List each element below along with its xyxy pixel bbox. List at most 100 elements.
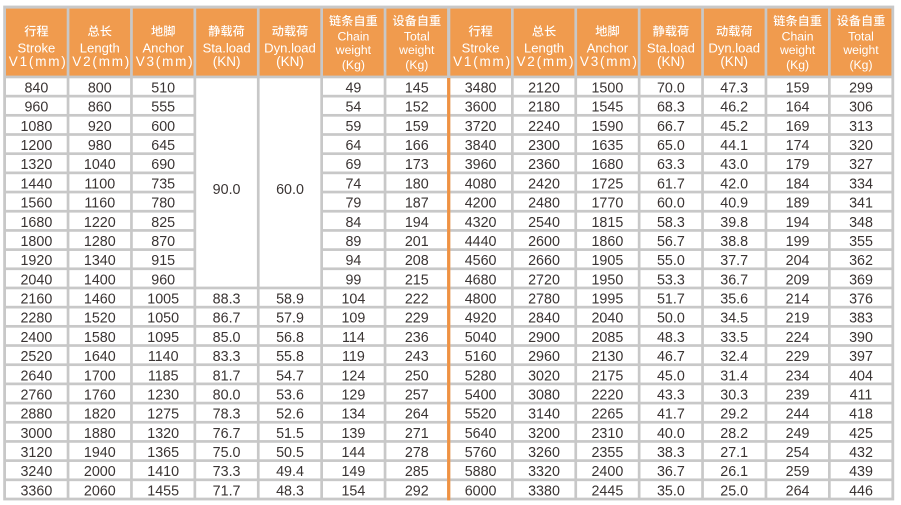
svg-text:(Kg): (Kg): [405, 58, 428, 72]
svg-text:259: 259: [786, 464, 810, 480]
svg-text:42.0: 42.0: [720, 176, 748, 192]
svg-text:5760: 5760: [465, 445, 497, 461]
svg-text:(KN): (KN): [657, 54, 685, 69]
svg-text:418: 418: [849, 407, 873, 423]
svg-text:3360: 3360: [20, 483, 52, 499]
svg-text:3140: 3140: [528, 407, 560, 423]
svg-text:2960: 2960: [528, 349, 560, 365]
svg-text:4440: 4440: [465, 234, 497, 250]
svg-text:4920: 4920: [465, 311, 497, 327]
svg-text:26.1: 26.1: [720, 464, 748, 480]
svg-text:189: 189: [786, 196, 810, 212]
svg-text:63.3: 63.3: [657, 157, 685, 173]
svg-text:weight: weight: [398, 43, 435, 57]
svg-text:870: 870: [151, 234, 175, 250]
svg-text:1275: 1275: [147, 407, 179, 423]
svg-text:25.0: 25.0: [720, 483, 748, 499]
svg-text:29.2: 29.2: [720, 407, 748, 423]
svg-text:36.7: 36.7: [720, 272, 748, 288]
svg-text:154: 154: [341, 483, 365, 499]
svg-text:V3(mm): V3(mm): [580, 54, 639, 69]
svg-text:152: 152: [405, 100, 429, 116]
svg-text:3380: 3380: [528, 483, 560, 499]
svg-text:2355: 2355: [591, 445, 623, 461]
svg-text:weight: weight: [842, 43, 879, 57]
svg-text:159: 159: [786, 81, 810, 97]
svg-text:1905: 1905: [591, 253, 623, 269]
svg-text:2130: 2130: [591, 349, 623, 365]
svg-text:V3(mm): V3(mm): [136, 54, 195, 69]
svg-text:306: 306: [849, 100, 873, 116]
svg-text:1820: 1820: [84, 407, 116, 423]
svg-text:90.0: 90.0: [213, 182, 241, 198]
svg-text:348: 348: [849, 215, 873, 231]
svg-text:159: 159: [405, 119, 429, 135]
svg-text:1400: 1400: [84, 272, 116, 288]
svg-text:53.3: 53.3: [657, 272, 685, 288]
svg-text:144: 144: [341, 445, 365, 461]
svg-text:2000: 2000: [84, 464, 116, 480]
svg-text:43.0: 43.0: [720, 157, 748, 173]
svg-text:1800: 1800: [20, 234, 52, 250]
svg-text:39.8: 39.8: [720, 215, 748, 231]
svg-text:52.6: 52.6: [276, 407, 304, 423]
svg-text:1700: 1700: [84, 368, 116, 384]
svg-text:75.0: 75.0: [213, 445, 241, 461]
svg-text:Stroke: Stroke: [17, 41, 55, 56]
svg-text:(Kg): (Kg): [342, 58, 365, 72]
svg-text:2900: 2900: [528, 330, 560, 346]
svg-text:(KN): (KN): [720, 54, 748, 69]
svg-text:48.3: 48.3: [657, 330, 685, 346]
svg-text:292: 292: [405, 483, 429, 499]
svg-text:187: 187: [405, 196, 429, 212]
svg-text:250: 250: [405, 368, 429, 384]
svg-text:2640: 2640: [20, 368, 52, 384]
svg-text:43.3: 43.3: [657, 387, 685, 403]
svg-text:V1(mm): V1(mm): [9, 54, 68, 69]
svg-text:1460: 1460: [84, 292, 116, 308]
svg-text:60.0: 60.0: [276, 182, 304, 198]
svg-text:3960: 3960: [465, 157, 497, 173]
svg-text:4680: 4680: [465, 272, 497, 288]
svg-text:45.0: 45.0: [657, 368, 685, 384]
svg-text:369: 369: [849, 272, 873, 288]
svg-text:104: 104: [341, 292, 365, 308]
svg-text:68.3: 68.3: [657, 100, 685, 116]
svg-text:1770: 1770: [591, 196, 623, 212]
svg-text:1560: 1560: [20, 196, 52, 212]
svg-text:58.9: 58.9: [276, 292, 304, 308]
svg-text:920: 920: [88, 119, 112, 135]
svg-text:149: 149: [341, 464, 365, 480]
svg-text:271: 271: [405, 426, 429, 442]
svg-text:555: 555: [151, 100, 175, 116]
svg-text:254: 254: [786, 445, 810, 461]
svg-text:915: 915: [151, 253, 175, 269]
svg-text:2420: 2420: [528, 176, 560, 192]
svg-text:49.4: 49.4: [276, 464, 304, 480]
svg-text:2600: 2600: [528, 234, 560, 250]
svg-text:5520: 5520: [465, 407, 497, 423]
svg-text:88.3: 88.3: [213, 292, 241, 308]
svg-text:825: 825: [151, 215, 175, 231]
svg-text:45.2: 45.2: [720, 119, 748, 135]
svg-text:1185: 1185: [148, 368, 179, 384]
svg-text:129: 129: [341, 387, 365, 403]
svg-text:397: 397: [849, 349, 873, 365]
svg-text:2265: 2265: [591, 407, 623, 423]
svg-text:2040: 2040: [20, 272, 52, 288]
svg-text:800: 800: [88, 81, 112, 97]
svg-text:1580: 1580: [84, 330, 116, 346]
svg-text:257: 257: [405, 387, 429, 403]
svg-text:78.3: 78.3: [213, 407, 241, 423]
svg-text:404: 404: [849, 368, 873, 384]
svg-text:239: 239: [786, 387, 810, 403]
svg-text:3240: 3240: [20, 464, 52, 480]
svg-text:(Kg): (Kg): [849, 58, 872, 72]
svg-text:53.6: 53.6: [276, 387, 304, 403]
svg-text:Chain: Chain: [337, 29, 369, 43]
svg-text:76.7: 76.7: [213, 426, 241, 442]
svg-text:1040: 1040: [84, 157, 116, 173]
svg-text:36.7: 36.7: [657, 464, 685, 480]
svg-text:V2(mm): V2(mm): [72, 54, 131, 69]
svg-text:446: 446: [849, 483, 873, 499]
